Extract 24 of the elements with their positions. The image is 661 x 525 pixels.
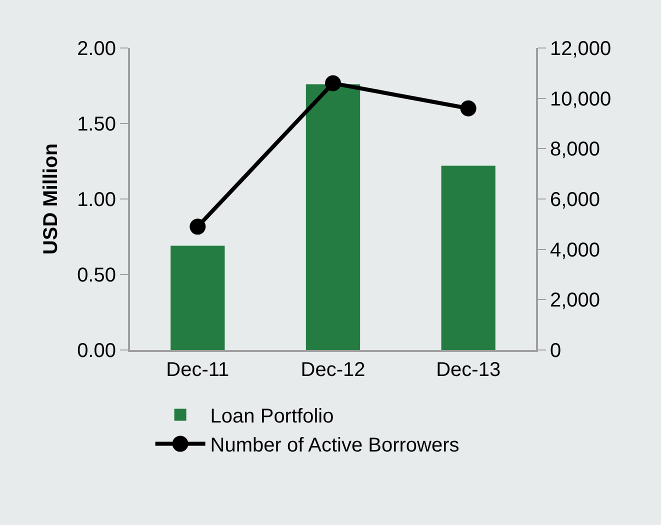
y-tick-label: 1.00 [77,189,116,211]
y-tick-label: 2.00 [77,38,116,60]
y2-tick-label: 12,000 [550,38,612,60]
y-tick-label: 0.50 [77,264,116,286]
legend-label: Number of Active Borrowers [210,434,460,457]
x-tick-label: Dec-11 [166,359,230,381]
y2-tick-label: 8,000 [550,138,600,161]
y-axis-title: USD Million [40,143,62,255]
y2-tick-label: 2,000 [550,290,600,312]
y2-tick-label: 0 [550,340,562,362]
bar [170,246,225,350]
y2-tick-label: 6,000 [550,189,600,211]
y-tick-label: 1.50 [77,114,116,136]
point [325,75,341,92]
x-tick-label: Dec-13 [436,359,501,381]
legend-label: Loan Portfolio [210,406,334,428]
y2-tick-label: 4,000 [550,239,600,262]
y-tick-label: 0.00 [77,340,116,362]
y2-tick-label: 10,000 [550,88,612,110]
bar [441,166,496,350]
x-tick-label: Dec-12 [300,359,366,381]
bar [306,84,360,350]
point [460,100,476,116]
point [190,218,206,235]
